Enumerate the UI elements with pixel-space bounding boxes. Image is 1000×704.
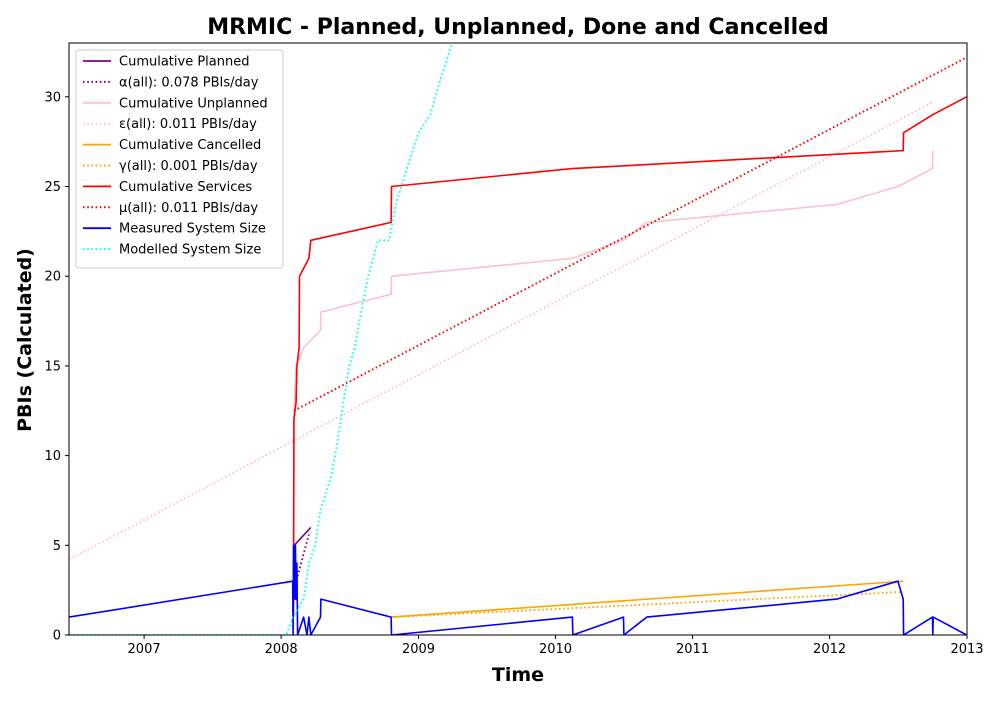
plot-frame [68, 42, 968, 636]
x-tick-label: 2010 [539, 642, 572, 657]
legend-label: Cumulative Cancelled [119, 138, 261, 153]
series-line-cumulative-cancelled [391, 580, 904, 618]
series-line-measured-system-size [69, 544, 967, 635]
legend-label: Cumulative Unplanned [119, 96, 268, 111]
series-line-all-0-011-pbis-day [69, 101, 933, 561]
y-axis-label: PBIs (Calculated) [14, 248, 36, 432]
legend-label: α(all): 0.078 PBIs/day [119, 75, 259, 90]
y-tick-label: 10 [44, 449, 61, 464]
series-line-cumulative-planned [293, 526, 312, 546]
x-tick-label: 2007 [128, 642, 161, 657]
x-axis-label: Time [492, 664, 544, 686]
x-tick-label: 2011 [676, 642, 709, 657]
y-tick-label: 30 [44, 90, 61, 105]
legend-label: Modelled System Size [119, 243, 261, 258]
legend: Cumulative Planned α(all): 0.078 PBIs/day… [75, 49, 284, 269]
series-layer [69, 43, 967, 635]
y-tick-label: 0 [53, 629, 61, 644]
series-line-cumulative-services [292, 96, 967, 618]
series-line-cumulative-unplanned [292, 150, 934, 618]
x-tick-label: 2012 [813, 642, 846, 657]
series-line-all-0-011-pbis-day [293, 56, 967, 412]
legend-label: μ(all): 0.011 PBIs/day [119, 201, 258, 216]
chart-title: MRMIC - Planned, Unplanned, Done and Can… [207, 15, 829, 40]
legend-box [75, 49, 284, 269]
legend-label: γ(all): 0.001 PBIs/day [119, 159, 258, 174]
y-tick-label: 15 [44, 359, 61, 374]
x-tick-label: 2013 [950, 642, 983, 657]
legend-label: Measured System Size [119, 222, 266, 237]
x-tick-label: 2008 [265, 642, 298, 657]
series-line-all-0-001-pbis-day [391, 590, 904, 619]
series-line-modelled-system-size [69, 43, 454, 635]
axes-layer: 2007 2008 2009 2010 2011 2012 2013 0 5 10 15 20 25 30 [44, 90, 983, 657]
legend-label: Cumulative Planned [119, 55, 249, 70]
legend-label: Cumulative Services [119, 180, 252, 195]
y-tick-label: 5 [53, 539, 61, 554]
y-tick-label: 20 [44, 270, 61, 285]
x-tick-label: 2009 [402, 642, 435, 657]
legend-label: ε(all): 0.011 PBIs/day [119, 117, 257, 132]
y-tick-label: 25 [44, 180, 61, 195]
